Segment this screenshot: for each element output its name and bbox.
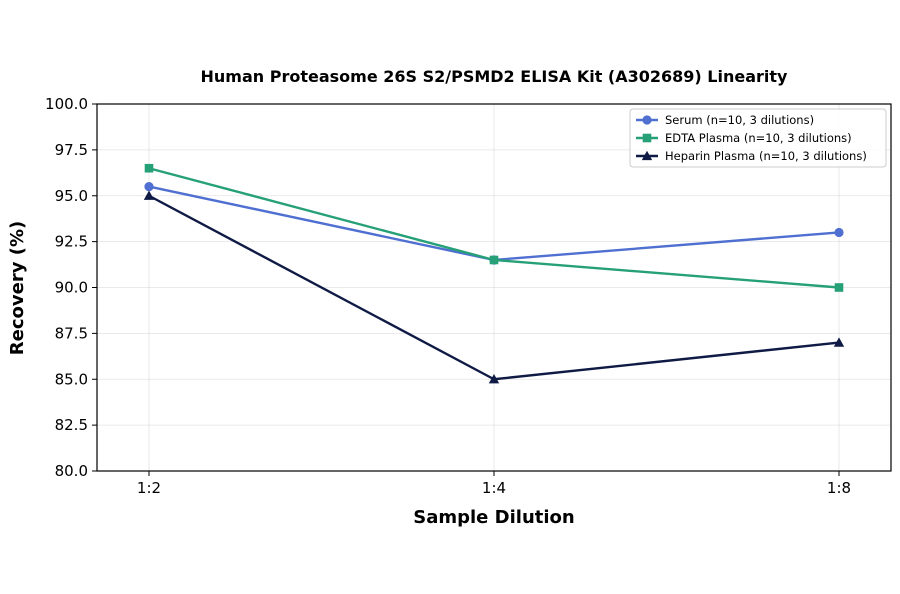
y-tick-label: 100.0 xyxy=(45,95,88,113)
x-tick-label: 1:4 xyxy=(482,479,506,497)
y-tick-label: 95.0 xyxy=(55,187,88,205)
series-2 xyxy=(144,163,844,292)
y-tick-label: 87.5 xyxy=(55,324,88,342)
legend-entry: Serum (n=10, 3 dilutions) xyxy=(636,113,814,127)
series-lines xyxy=(143,163,845,384)
plot-frame xyxy=(96,103,892,472)
y-tick-label: 90.0 xyxy=(55,279,88,297)
data-point xyxy=(833,337,845,347)
legend-entry: Heparin Plasma (n=10, 3 dilutions) xyxy=(636,149,867,163)
data-point xyxy=(834,283,844,292)
data-point xyxy=(143,190,155,200)
data-point xyxy=(489,255,499,265)
data-point xyxy=(144,181,154,192)
legend-label: EDTA Plasma (n=10, 3 dilutions) xyxy=(665,131,852,145)
y-axis-label: Recovery (%) xyxy=(7,221,28,355)
chart-title: Human Proteasome 26S S2/PSMD2 ELISA Kit … xyxy=(201,67,789,86)
legend-label: Heparin Plasma (n=10, 3 dilutions) xyxy=(665,149,867,163)
x-axis-label: Sample Dilution xyxy=(413,507,574,528)
x-tick-label: 1:8 xyxy=(827,479,851,497)
legend-box xyxy=(629,108,887,168)
y-tick-label: 97.5 xyxy=(55,141,88,159)
y-tick-label: 85.0 xyxy=(55,370,88,388)
legend-marker xyxy=(642,115,652,125)
x-tick-label: 1:2 xyxy=(137,479,161,497)
legend: Serum (n=10, 3 dilutions) EDTA Plasma (n=… xyxy=(629,108,887,168)
y-tick-label: 92.5 xyxy=(55,233,88,251)
y-tick-label: 82.5 xyxy=(55,416,88,434)
legend-entry: EDTA Plasma (n=10, 3 dilutions) xyxy=(636,131,852,145)
legend-marker xyxy=(642,133,652,143)
data-point xyxy=(144,163,154,173)
series-3 xyxy=(143,190,845,384)
y-tick-label: 80.0 xyxy=(55,462,88,480)
data-point xyxy=(488,374,500,384)
data-point xyxy=(834,227,844,238)
legend-marker xyxy=(641,150,653,161)
y-axis-ticks: 80.0 82.5 85.0 87.5 90.0 92.5 95.0 97.5 100.0 xyxy=(45,95,97,480)
legend-label: Serum (n=10, 3 dilutions) xyxy=(665,113,814,127)
x-axis-ticks: 1:2 1:4 1:8 xyxy=(137,471,851,497)
